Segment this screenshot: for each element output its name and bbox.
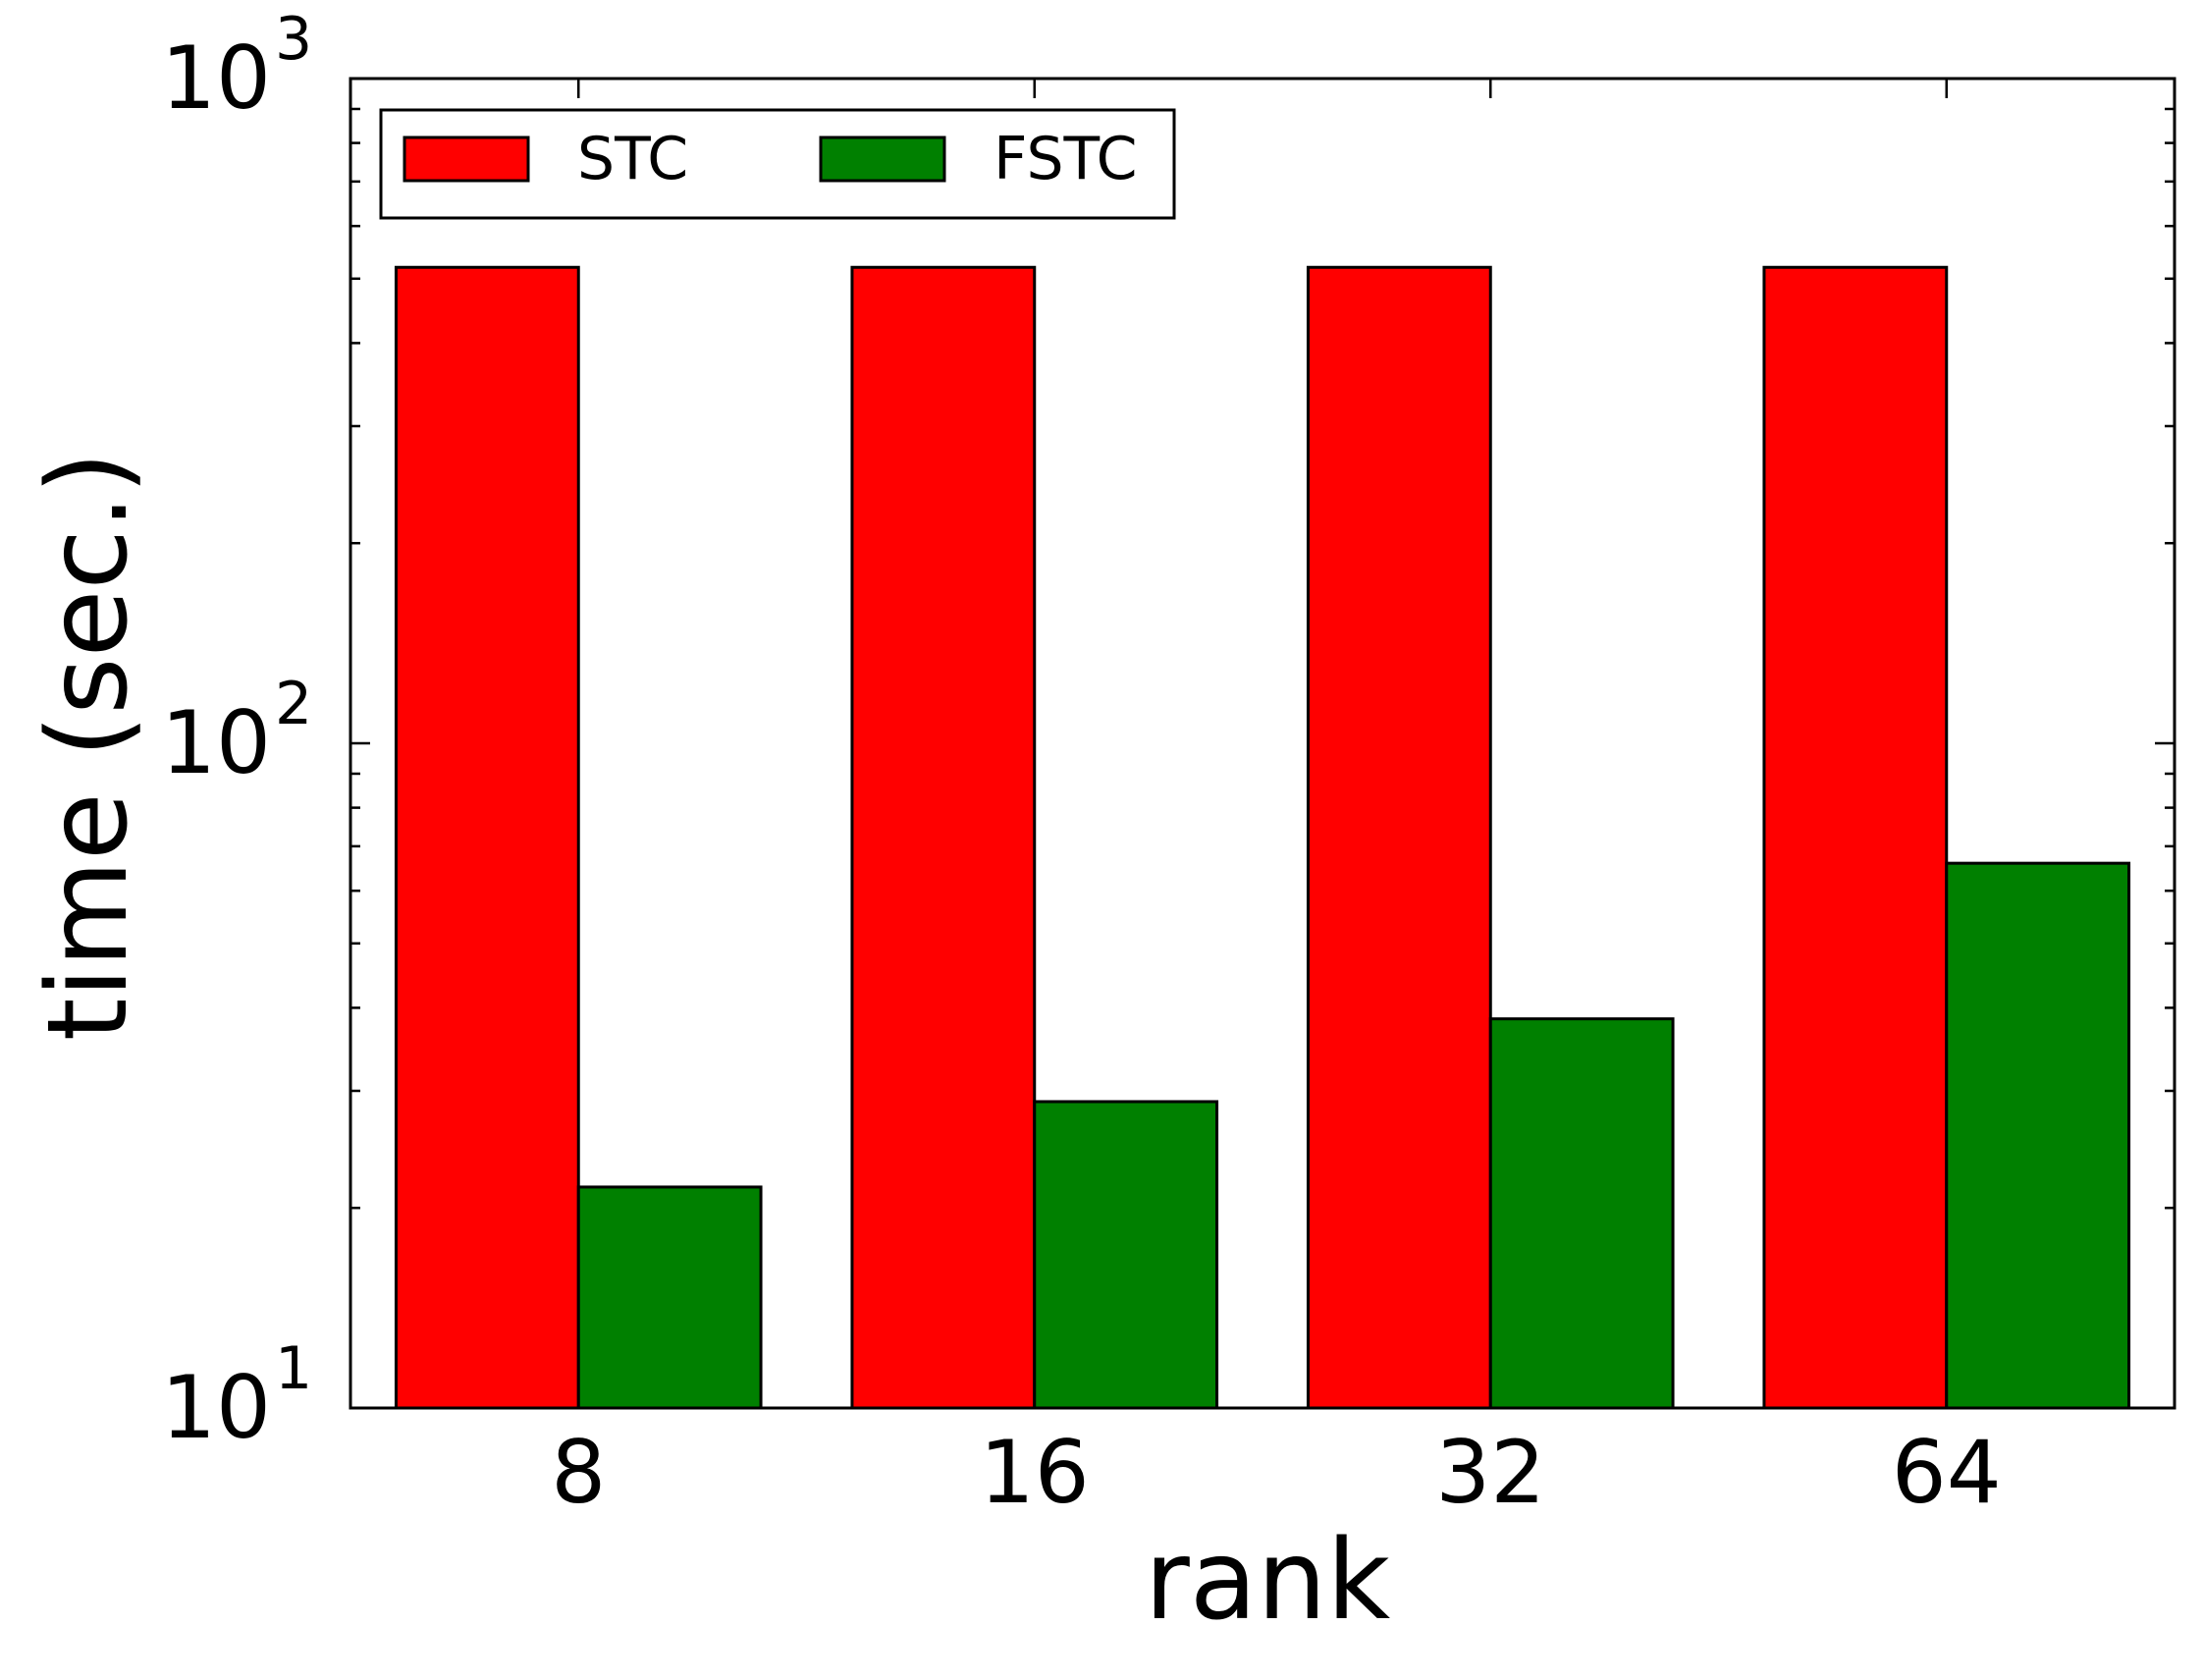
bar-stc-8 (394, 265, 580, 1410)
x-tick-label: 64 (1892, 1422, 2002, 1523)
y-tick-label: 10 (161, 692, 271, 793)
bar-fstc-32 (1488, 1017, 1675, 1410)
plot-frame (349, 77, 2176, 1410)
legend: STC FSTC (379, 108, 1176, 220)
x-axis-title: rank (1145, 1517, 1391, 1645)
y-axis-title: time (sec.) (25, 452, 152, 1041)
y-tick-exponent: 1 (275, 1334, 312, 1403)
legend-label-stc: STC (577, 125, 688, 193)
y-tick-exponent: 2 (275, 670, 312, 738)
x-tick-label: 16 (980, 1422, 1090, 1523)
bar-fstc-16 (1033, 1100, 1219, 1410)
bars-group (394, 265, 2131, 1410)
bar-stc-16 (850, 265, 1037, 1410)
bar-stc-32 (1306, 265, 1492, 1410)
x-tick-labels: 8 16 32 64 (551, 1422, 2001, 1523)
y-tick-exponent: 3 (275, 5, 312, 74)
x-tick-label: 8 (551, 1422, 606, 1523)
bar-fstc-64 (1945, 861, 2131, 1410)
y-tick-label: 10 (161, 1357, 271, 1458)
legend-label-fstc: FSTC (994, 125, 1138, 193)
y-tick-label: 10 (161, 27, 271, 129)
legend-swatch-fstc (819, 135, 946, 183)
bar-stc-64 (1762, 265, 1949, 1410)
x-tick-label: 32 (1435, 1422, 1545, 1523)
legend-swatch-stc (403, 135, 530, 183)
bar-fstc-8 (576, 1185, 763, 1410)
